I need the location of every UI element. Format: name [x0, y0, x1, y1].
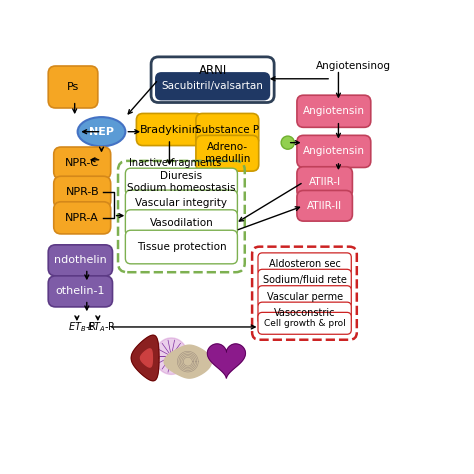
Text: Aldosteron sec: Aldosteron sec — [269, 259, 341, 269]
Text: Vascular perme: Vascular perme — [266, 292, 343, 301]
Text: Ps: Ps — [67, 82, 79, 92]
FancyBboxPatch shape — [258, 312, 351, 334]
Text: NPR-A: NPR-A — [65, 213, 99, 223]
Text: ATIIR-I: ATIIR-I — [309, 177, 341, 187]
FancyBboxPatch shape — [196, 136, 259, 171]
FancyBboxPatch shape — [297, 136, 371, 167]
Ellipse shape — [78, 117, 125, 146]
Text: Bradykinin: Bradykinin — [140, 125, 200, 135]
Text: Sacubitril/valsartan: Sacubitril/valsartan — [162, 81, 264, 91]
Text: Inactive fragments: Inactive fragments — [129, 158, 221, 168]
Text: Diuresis
Sodium homeostasis: Diuresis Sodium homeostasis — [127, 171, 236, 193]
FancyBboxPatch shape — [137, 113, 203, 146]
FancyBboxPatch shape — [297, 191, 352, 221]
FancyBboxPatch shape — [156, 73, 269, 100]
FancyBboxPatch shape — [297, 167, 352, 197]
FancyBboxPatch shape — [125, 210, 237, 236]
Text: Tissue protection: Tissue protection — [137, 242, 226, 252]
Text: Vasoconstric: Vasoconstric — [274, 308, 336, 318]
FancyBboxPatch shape — [48, 66, 98, 108]
FancyBboxPatch shape — [258, 302, 351, 324]
Text: ndothelin: ndothelin — [54, 255, 107, 265]
Text: Angiotensinog: Angiotensinog — [316, 61, 392, 71]
FancyBboxPatch shape — [125, 190, 237, 216]
Text: Vasodilation: Vasodilation — [149, 218, 213, 228]
FancyBboxPatch shape — [297, 95, 371, 128]
FancyBboxPatch shape — [125, 168, 237, 196]
Text: Angiotensin: Angiotensin — [303, 146, 365, 156]
FancyBboxPatch shape — [125, 230, 237, 264]
Text: Angiotensin: Angiotensin — [303, 106, 365, 116]
Text: Cell growth & prol: Cell growth & prol — [264, 319, 346, 328]
Text: $ET_B$-R: $ET_B$-R — [68, 320, 98, 334]
FancyBboxPatch shape — [48, 245, 112, 276]
FancyBboxPatch shape — [151, 57, 274, 102]
Text: ATIIR-II: ATIIR-II — [307, 201, 342, 211]
FancyBboxPatch shape — [48, 276, 112, 307]
FancyBboxPatch shape — [54, 147, 110, 179]
FancyBboxPatch shape — [54, 202, 110, 234]
Text: $ET_A$-R: $ET_A$-R — [87, 320, 116, 334]
Polygon shape — [140, 349, 152, 367]
FancyBboxPatch shape — [258, 286, 351, 308]
FancyBboxPatch shape — [196, 113, 259, 146]
FancyBboxPatch shape — [258, 269, 351, 291]
Polygon shape — [131, 335, 159, 381]
Circle shape — [281, 136, 294, 149]
Text: NEP: NEP — [89, 127, 114, 137]
Text: othelin-1: othelin-1 — [55, 286, 105, 296]
Polygon shape — [208, 344, 246, 378]
Text: NPR-B: NPR-B — [65, 187, 99, 197]
FancyBboxPatch shape — [258, 253, 351, 275]
Polygon shape — [164, 345, 211, 378]
Polygon shape — [155, 338, 188, 374]
FancyBboxPatch shape — [54, 176, 110, 209]
Text: ARNI: ARNI — [199, 64, 227, 77]
Text: NPR-C: NPR-C — [65, 158, 99, 168]
Text: Vascular integrity: Vascular integrity — [136, 198, 228, 208]
Text: Adreno-
medullin: Adreno- medullin — [205, 142, 250, 164]
Text: Substance P: Substance P — [195, 125, 259, 135]
Text: Sodium/fluid rete: Sodium/fluid rete — [263, 275, 346, 285]
